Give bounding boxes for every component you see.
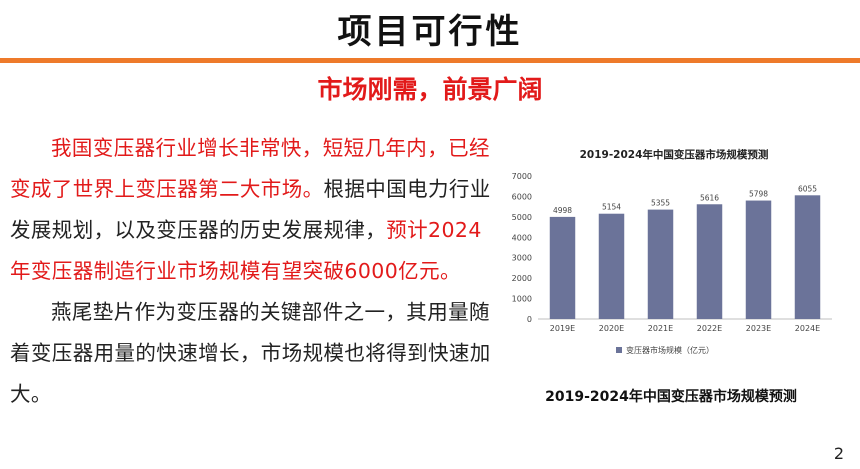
data-label: 6055 — [798, 184, 817, 193]
legend-swatch — [616, 347, 622, 353]
y-tick-label: 4000 — [512, 233, 532, 242]
bar-2023E — [745, 200, 772, 319]
bar-2019E — [549, 216, 576, 319]
chart-title: 2019-2024年中国变压器市场规模预测 — [580, 148, 769, 161]
body-text: 我国变压器行业增长非常快，短短几年内，已经变成了世界上变压器第二大市场。根据中国… — [10, 128, 492, 415]
y-tick-label: 2000 — [512, 274, 532, 283]
data-label: 4998 — [553, 206, 572, 215]
page-number: 2 — [833, 444, 844, 463]
x-tick-label: 2020E — [599, 324, 624, 333]
slide-subtitle: 市场刚需，前景广阔 — [317, 75, 543, 104]
y-tick-label: 0 — [527, 315, 532, 324]
chart-caption: 2019-2024年中国变压器市场规模预测 — [545, 389, 797, 405]
x-tick-label: 2023E — [746, 324, 771, 333]
data-label: 5616 — [700, 193, 719, 202]
bar-2024E — [794, 195, 821, 319]
bar-2022E — [696, 204, 723, 319]
chart-legend: 变压器市场规模（亿元） — [616, 345, 714, 355]
x-tick-label: 2021E — [648, 324, 673, 333]
chart-axes: 0 1000 2000 3000 4000 5000 6000 7000 2019E 2020E 2… — [512, 172, 832, 333]
x-tick-label: 2024E — [795, 324, 820, 333]
paragraph-1: 我国变压器行业增长非常快，短短几年内，已经变成了世界上变压器第二大市场。根据中国… — [10, 128, 492, 292]
data-label: 5798 — [749, 190, 768, 199]
y-tick-label: 1000 — [512, 295, 532, 304]
title-divider — [0, 58, 860, 63]
y-tick-label: 3000 — [512, 254, 532, 263]
bar-2021E — [647, 209, 674, 319]
y-tick-label: 7000 — [512, 172, 532, 181]
paragraph-1-red-lead: 我国变压器行业增长非常快，短短几年内，已经变成了世界上变压器第二大市场。 — [10, 136, 490, 201]
slide-title: 项目可行性 — [337, 12, 523, 52]
x-tick-label: 2019E — [550, 324, 575, 333]
paragraph-2: 燕尾垫片作为变压器的关键部件之一，其用量随着变压器用量的快速增长，市场规模也将得… — [10, 300, 491, 406]
data-label: 5355 — [651, 199, 670, 208]
chart-bars: 4998 5154 5355 5616 5798 6055 — [549, 184, 821, 319]
paragraph-1-red-tail: 预计2024年变压器制造行业市场规模有望突破6000亿元。 — [10, 218, 482, 283]
legend-label: 变压器市场规模（亿元） — [626, 345, 714, 355]
paragraph-1-normal: 根据中国电力行业发展规划，以及变压器的历史发展规律， — [10, 177, 491, 242]
bar-2020E — [598, 213, 625, 319]
y-tick-label: 5000 — [512, 213, 532, 222]
y-tick-label: 6000 — [512, 192, 532, 201]
chart: 2019-2024年中国变压器市场规模预测 0 1000 2000 3000 4000 5… — [498, 136, 844, 368]
x-tick-label: 2022E — [697, 324, 722, 333]
bar-chart-svg: 2019-2024年中国变压器市场规模预测 0 1000 2000 3000 4000 5… — [512, 148, 832, 355]
data-label: 5154 — [602, 203, 621, 212]
